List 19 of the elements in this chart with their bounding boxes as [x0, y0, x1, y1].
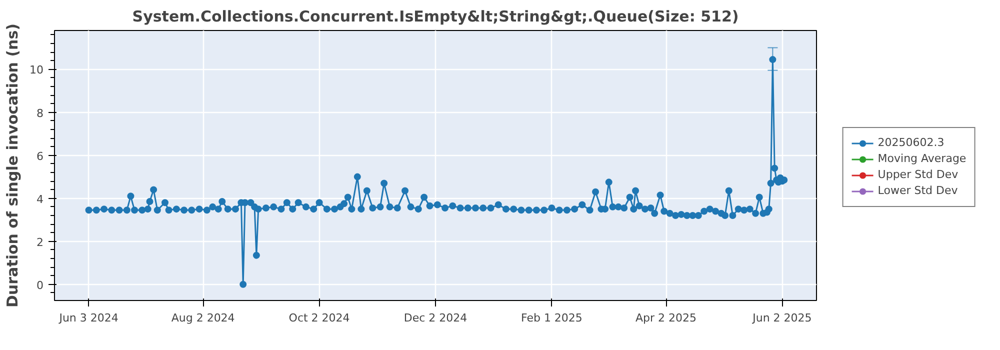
legend-label: Lower Std Dev — [878, 184, 958, 197]
legend-label: Moving Average — [878, 152, 966, 165]
y-tick-label: 2 — [36, 236, 44, 249]
chart-title: System.Collections.Concurrent.IsEmpty&lt;String&gt;.Queue(Size: 512) — [132, 8, 739, 26]
x-tick-label: Apr 2 2025 — [635, 312, 697, 324]
x-tick-label: Jun 2 2025 — [752, 312, 812, 324]
x-tick-label: Jun 3 2024 — [58, 312, 118, 324]
legend-label: 20250602.3 — [878, 136, 944, 149]
y-tick-label: 4 — [36, 192, 44, 206]
y-tick-label: 6 — [36, 150, 44, 163]
x-tick-label: Oct 2 2024 — [288, 312, 350, 324]
x-tick-label: Dec 2 2024 — [404, 312, 468, 324]
x-tick-label: Aug 2 2024 — [171, 312, 235, 324]
y-axis-title: Duration of single invocation (ns) — [4, 24, 22, 308]
y-tick-label: 0 — [36, 278, 44, 292]
legend-label: Upper Std Dev — [878, 168, 958, 181]
x-tick-label: Feb 1 2025 — [520, 312, 582, 324]
y-tick-label: 8 — [36, 106, 44, 120]
y-tick-label: 10 — [30, 64, 44, 77]
